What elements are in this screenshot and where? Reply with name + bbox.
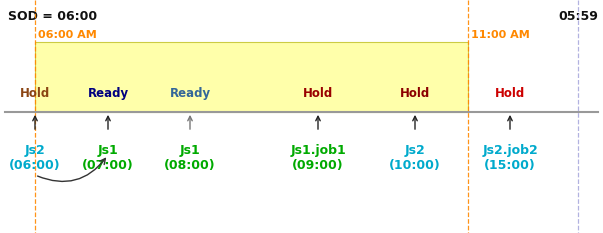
Text: Js2.job2: Js2.job2 (482, 144, 538, 157)
Text: 11:00 AM: 11:00 AM (471, 30, 530, 40)
Text: SOD = 06:00: SOD = 06:00 (8, 10, 97, 23)
Text: (09:00): (09:00) (292, 159, 344, 172)
Text: Js1.job1: Js1.job1 (290, 144, 346, 157)
Text: (15:00): (15:00) (484, 159, 536, 172)
Text: 05:59: 05:59 (558, 10, 598, 23)
Text: (10:00): (10:00) (389, 159, 441, 172)
Text: Hold: Hold (303, 87, 333, 100)
Bar (35, 42, 468, 112)
Text: 06:00 AM: 06:00 AM (38, 30, 96, 40)
Text: (08:00): (08:00) (164, 159, 216, 172)
Text: (07:00): (07:00) (82, 159, 134, 172)
Text: Ready: Ready (87, 87, 128, 100)
Text: Js2: Js2 (25, 144, 45, 157)
Text: (06:00): (06:00) (9, 159, 61, 172)
Text: Js2: Js2 (405, 144, 425, 157)
Text: Hold: Hold (495, 87, 525, 100)
Text: Hold: Hold (20, 87, 50, 100)
Text: Ready: Ready (169, 87, 210, 100)
Text: Hold: Hold (400, 87, 430, 100)
Text: Js1: Js1 (180, 144, 200, 157)
Text: Js1: Js1 (98, 144, 118, 157)
